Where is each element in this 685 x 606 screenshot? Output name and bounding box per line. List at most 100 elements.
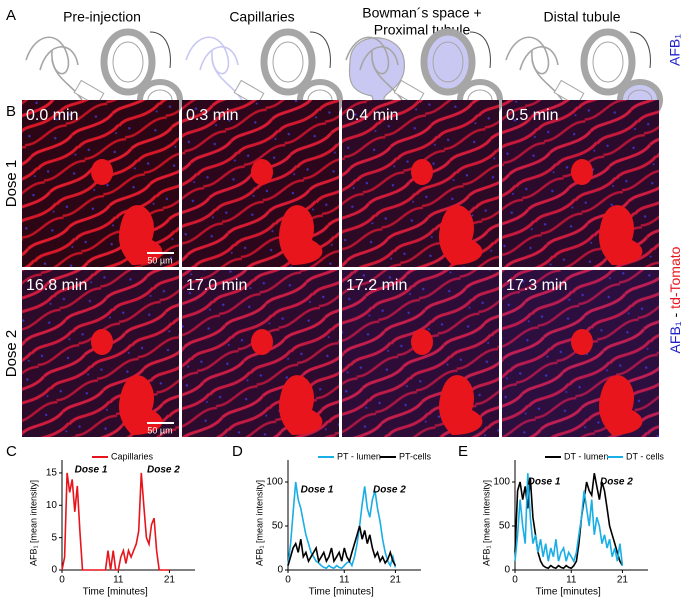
glomerulus: [91, 329, 113, 355]
tubule-segment: [73, 79, 105, 107]
separator: -: [667, 312, 683, 317]
tubule-segment: [233, 79, 265, 107]
y-tick-label: 100: [493, 477, 510, 488]
time-label: 17.0 min: [186, 277, 247, 294]
legend-label: DT - cells: [626, 451, 664, 461]
capillary-stem: [371, 59, 403, 101]
capillary: [359, 46, 399, 71]
y-tick-label: 10: [46, 500, 58, 511]
y-tick-label: 5: [51, 532, 57, 543]
legend-label: PT - lumen: [337, 451, 381, 461]
dose-annotation: Dose 1: [75, 465, 108, 476]
flow-arrow: [149, 31, 171, 69]
panel-letter: E: [458, 443, 468, 460]
glomerulus: [251, 329, 273, 355]
schematic-title: Bowman´s space +: [362, 5, 481, 21]
scale-bar-label: 50 µm: [147, 425, 172, 435]
tubule-cluster: [599, 205, 643, 265]
x-tick-label: 0: [512, 575, 518, 586]
data-line: [61, 472, 170, 571]
proximal-tubule: [100, 28, 156, 96]
time-label: 0.5 min: [506, 107, 558, 124]
y-tick-label: 0: [504, 565, 510, 576]
glomerulus: [411, 329, 433, 355]
y-tick-label: 50: [272, 521, 284, 532]
legend-label: Capillaries: [111, 451, 154, 461]
row-label: Dose 2: [3, 330, 20, 378]
capillary: [199, 46, 239, 71]
x-tick-label: 21: [390, 575, 402, 586]
time-label: 0.3 min: [186, 107, 238, 124]
flow-arrow: [469, 31, 491, 69]
time-label: 17.3 min: [506, 277, 567, 294]
glomerulus: [251, 159, 273, 185]
x-tick-label: 0: [285, 575, 291, 586]
panel-letter: B: [6, 103, 16, 120]
x-tick-label: 21: [617, 575, 629, 586]
capillary: [519, 46, 559, 71]
capillary: [39, 46, 79, 71]
y-tick-label: 100: [266, 477, 283, 488]
tubule-cluster: [279, 205, 323, 265]
proximal-tubule: [260, 28, 316, 96]
tubule-segment: [393, 79, 425, 107]
y-tick-label: 50: [499, 521, 511, 532]
glomerulus: [91, 159, 113, 185]
row-label: Dose 1: [3, 160, 20, 208]
x-axis-title: Time [minutes]: [83, 587, 148, 598]
capillary-stem: [531, 59, 563, 101]
proximal-tubule: [580, 28, 636, 96]
flow-arrow: [309, 31, 331, 69]
dose-annotation: Dose 1: [301, 485, 334, 496]
tubule-cluster: [119, 205, 163, 265]
capillary-stem: [211, 59, 243, 101]
data-line: [287, 525, 397, 566]
dose-annotation: Dose 2: [147, 465, 180, 476]
x-tick-label: 0: [59, 575, 65, 586]
marker-label: td-Tomato: [667, 246, 683, 308]
time-label: 0.4 min: [346, 107, 398, 124]
tubule-cluster: [279, 375, 323, 435]
panel-letters: A B C D E: [6, 7, 468, 460]
legend-label: PT-cells: [399, 451, 432, 461]
glomerulus: [571, 329, 593, 355]
y-tick-label: 0: [51, 565, 57, 576]
y-tick-label: 15: [46, 468, 58, 479]
capillary-stem: [51, 59, 83, 101]
panel-letter: D: [232, 443, 243, 460]
y-tick-label: 0: [277, 565, 283, 576]
x-tick-label: 21: [164, 575, 176, 586]
dose-annotation: Dose 1: [528, 477, 561, 488]
flow-arrow: [629, 31, 651, 69]
schematic-title: Capillaries: [229, 9, 294, 25]
y-axis-title: AFB₁ [mean intensity]: [481, 480, 491, 566]
y-axis-title: AFB₁ [mean intensity]: [28, 480, 38, 566]
tubule-lumen: [592, 41, 624, 83]
y-axis-title: AFB₁ [mean intensity]: [254, 480, 264, 566]
panel-letter: A: [6, 7, 16, 24]
data-line: [287, 481, 397, 570]
schematic-title: Pre-injection: [63, 9, 141, 25]
dose-annotation: Dose 2: [600, 477, 633, 488]
tubule-cluster: [119, 375, 163, 435]
glomerulus: [571, 159, 593, 185]
x-tick-label: 11: [566, 575, 577, 586]
x-tick-label: 11: [339, 575, 350, 586]
x-axis-title: Time [minutes]: [309, 587, 374, 598]
tubule-cluster: [599, 375, 643, 435]
time-label: 0.0 min: [26, 107, 78, 124]
time-label: 17.2 min: [346, 277, 407, 294]
tubule-lumen: [432, 41, 464, 83]
scale-bar-label: 50 µm: [147, 255, 172, 265]
x-axis-title: Time [minutes]: [536, 587, 601, 598]
x-tick-label: 11: [113, 575, 124, 586]
stain-label: AFB₁ - td-Tomato: [667, 246, 683, 353]
dose-annotation: Dose 2: [373, 485, 406, 496]
tubule-lumen: [272, 41, 304, 83]
tubule-segment: [553, 79, 585, 107]
afb-label: AFB₁: [667, 34, 683, 66]
tubule-lumen: [112, 41, 144, 83]
tubule-cluster: [439, 375, 483, 435]
glomerulus: [411, 159, 433, 185]
